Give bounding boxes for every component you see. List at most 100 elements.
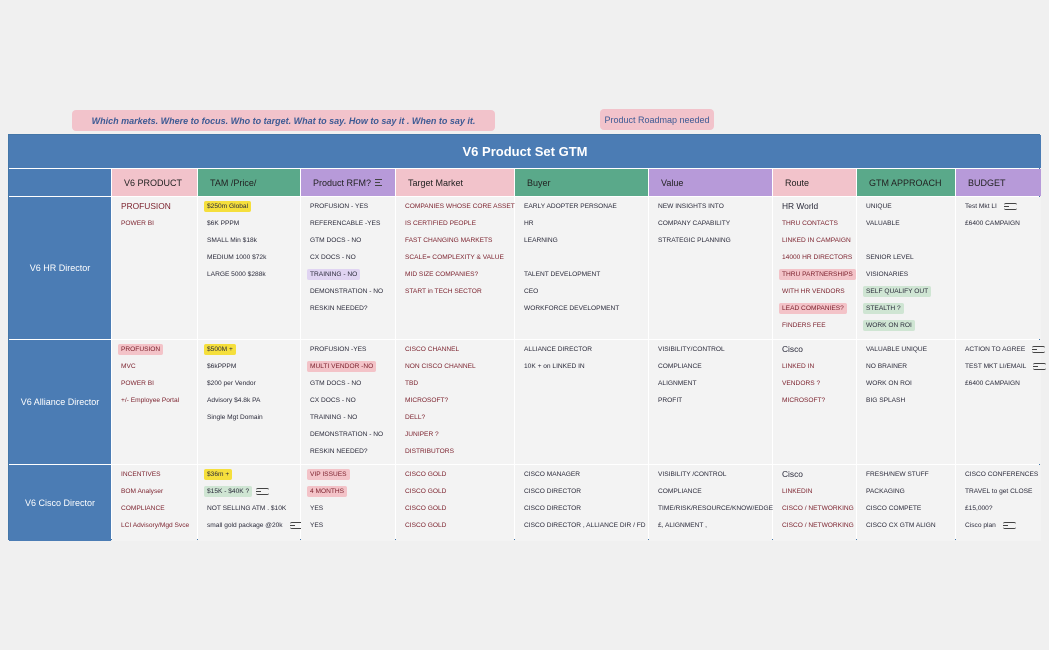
cell-item[interactable]: NOT SELLING ATM . $10K — [204, 503, 300, 520]
cell-item[interactable]: 4 MONTHS — [307, 486, 395, 503]
cell-item[interactable]: TBD — [402, 378, 514, 395]
cell-item[interactable]: COMPANY CAPABILITY — [655, 218, 772, 235]
cell-item[interactable]: BOM Analyser — [118, 486, 197, 503]
cell-item[interactable]: COMPANIES WHOSE CORE ASSET — [402, 201, 515, 218]
cell-item[interactable]: FINDERS FEE — [779, 320, 856, 337]
cell-item[interactable]: VALUABLE UNIQUE — [863, 344, 955, 361]
cell-item[interactable]: RESKIN NEEDED? — [307, 303, 395, 320]
cell-item[interactable]: SCALE= COMPLEXITY & VALUE — [402, 252, 514, 269]
grid-cell[interactable]: CISCO CHANNEL NON CISCO CHANNEL TBD MICROSO… — [396, 340, 514, 464]
cell-item[interactable]: CISCO CX GTM ALIGN — [863, 520, 955, 537]
cell-item[interactable]: £6400 CAMPAIGN — [962, 378, 1041, 395]
cell-item[interactable]: WORK ON ROI — [863, 320, 955, 337]
menu-lines-icon[interactable] — [1032, 345, 1046, 353]
cell-item[interactable]: +/- Employee Portal — [118, 395, 197, 412]
cell-item[interactable]: $500M + — [204, 344, 300, 361]
cell-item[interactable]: CISCO GOLD — [402, 469, 514, 486]
cell-item[interactable]: FRESH/NEW STUFF — [863, 469, 955, 486]
grid-cell[interactable]: PROFUSION POWER BI — [112, 197, 197, 339]
cell-item[interactable]: MICROSOFT? — [402, 395, 514, 412]
cell-item[interactable]: DEMONSTRATION - NO — [307, 429, 395, 446]
cell-item[interactable]: VENDORS ? — [779, 378, 856, 395]
grid-cell[interactable]: INCENTIVES BOM Analyser COMPLIANCE LCI Advi… — [112, 465, 197, 541]
cell-item[interactable]: STEALTH ? — [863, 303, 955, 320]
grid-cell[interactable]: Cisco LINKED IN VENDORS ? MICROSOFT? — [773, 340, 856, 464]
cell-item[interactable]: $6kPPPM — [204, 361, 300, 378]
cell-item[interactable]: CISCO GOLD — [402, 486, 514, 503]
cell-item[interactable]: STRATEGIC PLANNING — [655, 235, 772, 252]
cell-item[interactable]: small gold package @20k — [204, 520, 303, 537]
cell-item[interactable]: EARLY ADOPTER PERSONAE — [521, 201, 648, 218]
grid-cell[interactable]: Test Mkt LI £6400 CAMPAIGN — [956, 197, 1041, 339]
cell-item[interactable]: THRU PARTNERSHIPS — [779, 269, 856, 286]
cell-item[interactable]: DELL? — [402, 412, 514, 429]
cell-item[interactable]: 10K + on LINKED IN — [521, 361, 648, 378]
grid-cell[interactable]: VALUABLE UNIQUE NO BRAINER WORK ON ROI BIG … — [857, 340, 955, 464]
cell-item[interactable]: $250m Global — [204, 201, 300, 218]
grid-cell[interactable]: UNIQUE VALUABLE SENIOR LEVEL VISIONARIES SEL… — [857, 197, 955, 339]
grid-cell[interactable]: EARLY ADOPTER PERSONAE HR LEARNING TALENT D… — [515, 197, 648, 339]
cell-item[interactable]: CISCO CONFERENCES — [962, 469, 1041, 486]
cell-item[interactable]: CX DOCS - NO — [307, 252, 395, 269]
grid-cell[interactable]: PROFUSION - YES REFERENCABLE -YES GTM DOCS… — [301, 197, 395, 339]
cell-item[interactable]: ALIGNMENT — [655, 378, 772, 395]
cell-item[interactable]: LARGE 5000 $288k — [204, 269, 300, 286]
cell-item[interactable]: WORKFORCE DEVELOPMENT — [521, 303, 648, 320]
cell-item[interactable]: MICROSOFT? — [779, 395, 856, 412]
grid-cell[interactable]: $36m + $15K - $40K ? NOT SELLING ATM . $10… — [198, 465, 303, 541]
grid-cell[interactable]: NEW INSIGHTS INTO COMPANY CAPABILITY STRAT… — [649, 197, 772, 339]
cell-item[interactable]: PACKAGING — [863, 486, 955, 503]
cell-item[interactable]: CEO — [521, 286, 648, 303]
cell-item[interactable]: ALLIANCE DIRECTOR — [521, 344, 648, 361]
grid-cell[interactable]: PROFUSION -YES MULTI VENDOR -NO GTM DOCS -… — [301, 340, 395, 464]
cell-item[interactable]: ACTION TO AGREE — [962, 344, 1046, 361]
grid-cell[interactable]: COMPANIES WHOSE CORE ASSET IS CERTIFIED P… — [396, 197, 515, 339]
cell-item[interactable]: CISCO DIRECTOR — [521, 486, 648, 503]
cell-item[interactable]: TRAVEL to get CLOSE — [962, 486, 1041, 503]
cell-item[interactable]: TEST MKT LI/EMAIL — [962, 361, 1047, 378]
menu-lines-icon[interactable] — [1003, 202, 1017, 210]
cell-item[interactable]: CISCO DIRECTOR — [521, 503, 648, 520]
grid-cell[interactable]: FRESH/NEW STUFF PACKAGING CISCO COMPETE CIS… — [857, 465, 955, 541]
cell-item[interactable]: £6400 CAMPAIGN — [962, 218, 1041, 235]
cell-item[interactable]: DEMONSTRATION - NO — [307, 286, 395, 303]
cell-item[interactable]: NEW INSIGHTS INTO — [655, 201, 772, 218]
cell-item[interactable]: PROFUSION — [118, 344, 197, 361]
cell-item[interactable]: WORK ON ROI — [863, 378, 955, 395]
cell-item[interactable]: Cisco — [779, 469, 856, 486]
cell-item[interactable]: CISCO GOLD — [402, 520, 514, 537]
cell-item[interactable]: POWER BI — [118, 378, 197, 395]
grid-cell[interactable]: VIP ISSUES 4 MONTHS YES YES — [301, 465, 395, 541]
cell-item[interactable]: COMPLIANCE — [118, 503, 197, 520]
sticky-note-focus-questions[interactable]: Which markets. Where to focus. Who to ta… — [72, 110, 495, 131]
cell-item[interactable]: Test Mkt LI — [962, 201, 1041, 218]
grid-cell[interactable]: VISIBILITY /CONTROL COMPLIANCE TIME/RISK/R… — [649, 465, 773, 541]
cell-item[interactable]: $200 per Vendor — [204, 378, 300, 395]
cell-item[interactable]: CISCO DIRECTOR , ALLIANCE DIR / FD — [521, 520, 648, 537]
cell-item[interactable]: CISCO GOLD — [402, 503, 514, 520]
cell-item[interactable]: PROFUSION — [118, 201, 197, 218]
cell-item[interactable]: VISIONARIES — [863, 269, 955, 286]
cell-item[interactable]: VISIBILITY/CONTROL — [655, 344, 772, 361]
cell-item[interactable]: VIP ISSUES — [307, 469, 395, 486]
cell-item[interactable]: UNIQUE — [863, 201, 955, 218]
menu-lines-icon[interactable] — [1002, 521, 1016, 529]
menu-lines-icon[interactable] — [1033, 362, 1047, 370]
cell-item[interactable]: CISCO MANAGER — [521, 469, 648, 486]
cell-item[interactable]: TALENT DEVELOPMENT — [521, 269, 648, 286]
cell-item[interactable]: LINKED IN — [779, 361, 856, 378]
cell-item[interactable]: INCENTIVES — [118, 469, 197, 486]
cell-item[interactable]: BIG SPLASH — [863, 395, 955, 412]
cell-item[interactable]: WITH HR VENDORS — [779, 286, 856, 303]
cell-item[interactable]: YES — [307, 520, 395, 537]
cell-item[interactable]: TRAINING - NO — [307, 412, 395, 429]
cell-item[interactable]: RESKIN NEEDED? — [307, 446, 395, 463]
cell-item[interactable]: CISCO / NETWORKING — [779, 520, 856, 537]
cell-item[interactable]: $36m + — [204, 469, 300, 486]
cell-item[interactable]: MULTI VENDOR -NO — [307, 361, 395, 378]
cell-item[interactable]: MEDIUM 1000 $72k — [204, 252, 300, 269]
cell-item[interactable]: VALUABLE — [863, 218, 955, 235]
grid-cell[interactable]: $250m Global $6K PPPM SMALL Min $18k MEDIUM… — [198, 197, 300, 339]
cell-item[interactable] — [863, 235, 955, 252]
cell-item[interactable]: LEARNING — [521, 235, 648, 252]
